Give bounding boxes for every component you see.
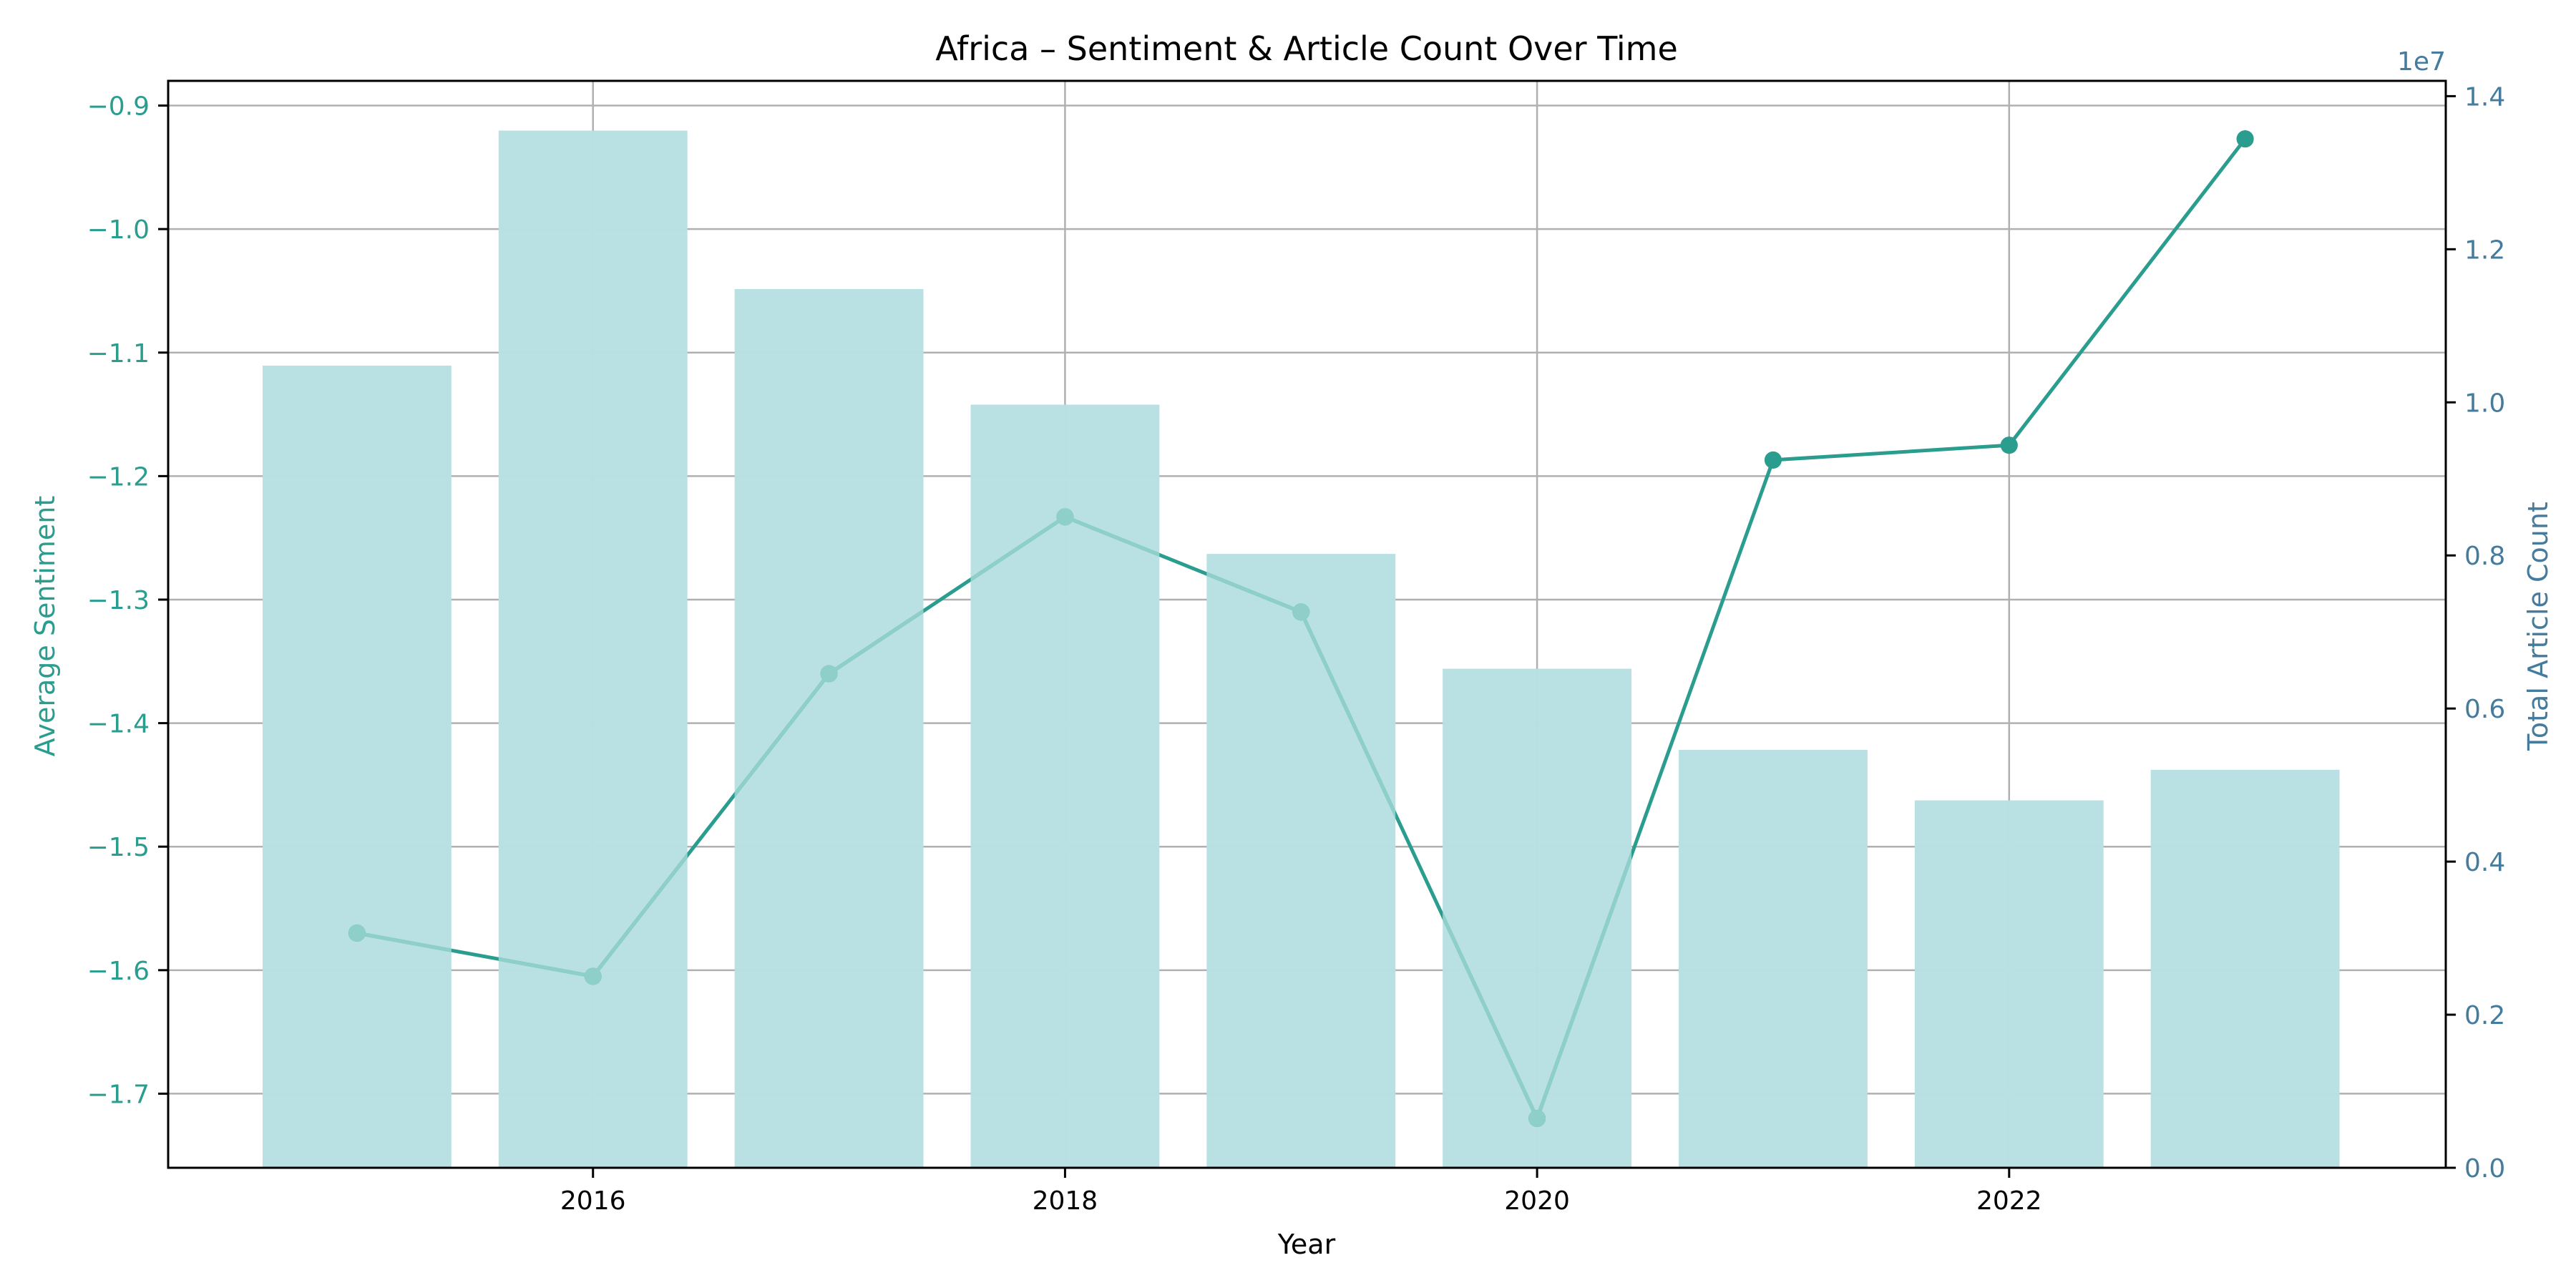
article-count-bar — [1206, 554, 1396, 1168]
article-count-bar — [498, 130, 688, 1168]
x-tick-label: 2018 — [1033, 1186, 1098, 1216]
article-count-bar — [262, 365, 452, 1169]
article-count-bar — [1914, 800, 2104, 1168]
x-tick-label: 2016 — [560, 1186, 626, 1216]
chart-title: Africa – Sentiment & Article Count Over … — [935, 29, 1678, 68]
left-tick-label: −1.7 — [87, 1080, 150, 1109]
left-tick-labels: −0.9 −1.0 −1.1 −1.2 −1.3 −1.4 −1.5 −1.6 −1.7 — [87, 92, 150, 1110]
axes — [158, 79, 2456, 1178]
x-tick-label: 2022 — [1976, 1186, 2042, 1216]
sentiment-point-covered — [348, 924, 366, 942]
sentiment-point — [2000, 436, 2018, 454]
plot-frame — [167, 79, 2447, 1169]
left-tick-label: −0.9 — [87, 92, 150, 122]
x-tick-labels: 2016 2018 2020 2022 — [560, 1186, 2042, 1216]
right-tick-labels: 0.0 0.2 0.4 0.6 0.8 1.0 1.2 1.4 — [2464, 82, 2505, 1184]
left-tick-label: −1.6 — [87, 957, 150, 986]
left-tick-label: −1.1 — [87, 339, 150, 369]
left-tick-label: −1.2 — [87, 462, 150, 492]
article-count-bar — [2150, 769, 2340, 1168]
sentiment-point — [1764, 451, 1782, 469]
right-tick-label: 0.8 — [2464, 542, 2505, 571]
article-count-bar — [1679, 749, 1868, 1168]
left-y-axis-label: Average Sentiment — [29, 496, 61, 757]
article-count-bar — [1443, 668, 1632, 1168]
right-tick-label: 1.2 — [2464, 235, 2505, 265]
right-tick-label: 0.2 — [2464, 1001, 2505, 1030]
right-tick-label: 1.4 — [2464, 82, 2505, 112]
x-tick-label: 2020 — [1504, 1186, 1570, 1216]
sentiment-point — [2236, 130, 2254, 148]
right-tick-label: 0.4 — [2464, 848, 2505, 877]
x-axis-label: Year — [1277, 1229, 1336, 1260]
right-tick-label: 1.0 — [2464, 389, 2505, 418]
right-tick-label: 0.6 — [2464, 695, 2505, 724]
right-y-axis-label: Total Article Count — [2522, 502, 2554, 751]
left-tick-label: −1.4 — [87, 710, 150, 739]
left-tick-label: −1.5 — [87, 833, 150, 862]
article-count-bar — [734, 288, 924, 1168]
right-tick-label: 0.0 — [2464, 1154, 2505, 1184]
right-axis-offset-label: 1e7 — [2397, 47, 2446, 77]
article-count-bar — [970, 404, 1160, 1168]
left-tick-label: −1.3 — [87, 586, 150, 615]
bar-series — [262, 130, 2340, 1169]
left-tick-label: −1.0 — [87, 215, 150, 245]
